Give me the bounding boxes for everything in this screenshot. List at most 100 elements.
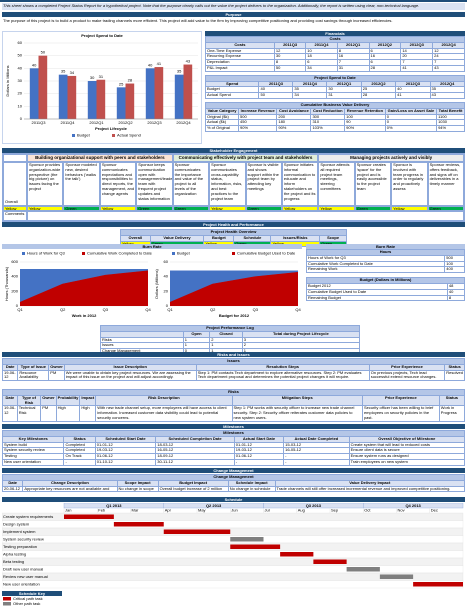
table-row: Remaining Budget 8	[306, 294, 466, 302]
month-label: Aug	[298, 508, 305, 513]
x-tick-label: Q3	[103, 307, 109, 312]
column-header: Probability	[55, 394, 81, 407]
bar	[67, 75, 77, 119]
column-header: Impact	[79, 394, 97, 407]
data-table: Budget (Dollars in Millions) Budget 2012 4…	[306, 277, 466, 302]
table-cell: -	[283, 459, 350, 466]
engagement-item: Sponsor keeps communication open with ma…	[136, 162, 173, 206]
schedule-gantt: Q1 2013 Q2 2013 Q3 2013 Q4 2013 Jan Feb Mar Apr…	[2, 503, 464, 606]
table-row: % of Original 90% 90% 103% 90% 0% 94%	[204, 125, 465, 132]
table-cell: 8	[446, 294, 466, 302]
section-title: Risks and Issues	[2, 352, 465, 357]
burn-tables: Burn Rate Hours Hours of Work for Q3 500 Cum…	[305, 244, 466, 302]
purpose-text: The purpose of this project is to build …	[3, 18, 393, 23]
engagement-status: Green	[427, 206, 464, 211]
change-management: Change Management Date Change Description S…	[1, 474, 466, 493]
table-row: New user orientation -01-10-12 30-11-12- - T…	[1, 459, 466, 466]
key-label: Critical path task	[13, 596, 43, 601]
table-cell: 30	[273, 53, 307, 61]
task-name: Draft new user manual	[3, 566, 43, 571]
month-label: Dec	[431, 508, 438, 513]
table-row: P&L Impact 50 34 31 28 41 43	[205, 65, 465, 72]
table-cell: On previous projects, Tech lead successf…	[368, 369, 446, 382]
y-tick-label: 40	[164, 274, 169, 279]
value-label: 41	[157, 61, 162, 66]
month-label: Feb	[98, 508, 106, 513]
data-table: Project Spend to Date Spend 2011Q3 2011Q4 20…	[204, 74, 466, 99]
value-label: 43	[186, 59, 191, 64]
y-tick-label: 50	[18, 53, 23, 58]
area-fill	[170, 272, 298, 306]
table-row: Testing On Track 01-06-12 18-09-12 01-06-12-…	[1, 453, 466, 460]
month-label: Oct	[364, 508, 371, 513]
value-label: 50	[41, 50, 46, 55]
engagement-status: Green	[354, 206, 392, 211]
comments-cell	[27, 211, 464, 221]
section-title: Schedule	[2, 497, 465, 502]
table-cell: High	[79, 405, 97, 422]
y-tick-label: 0	[16, 303, 19, 308]
engagement-item: Sponsor communicates the importance and …	[172, 162, 210, 206]
quarter-label: Q2 2013	[206, 503, 222, 508]
y-tick-label: 40	[18, 65, 23, 70]
engagement-item: Sponsor is involved with team progress i…	[391, 162, 428, 206]
burn-title: Burn Rate	[2, 244, 302, 249]
y-tick-label: 200	[11, 288, 18, 293]
y-tick-label: 60	[18, 40, 23, 45]
column-header: 2011Q4	[305, 41, 338, 49]
column-header: Risk Description	[95, 394, 233, 407]
legend-label: Actual Spend	[117, 133, 141, 138]
bar	[38, 55, 48, 119]
task-bar	[379, 574, 414, 579]
task-bar	[280, 552, 314, 557]
x-tick-label: Q1	[17, 307, 23, 312]
header-row: Date Type of Risk Owner Probability Impact Ri…	[2, 394, 466, 407]
table-cell: 28	[360, 92, 397, 99]
table-cell: Remaining Work	[305, 266, 446, 274]
engagement-status: Green	[136, 206, 173, 211]
value-label: 35	[177, 69, 182, 74]
table-cell: 18	[305, 53, 338, 61]
engagement-item: Sponsor creates 'space' for the project …	[354, 162, 392, 206]
quarter-label: Q3 2013	[306, 503, 322, 508]
table-row: One-Time Expense 12 10 8 6 14 12	[205, 47, 465, 55]
area-line	[169, 271, 299, 303]
table-cell: 50	[258, 92, 294, 99]
table-row: Issues 1 1 2	[100, 342, 361, 350]
engagement-item: Sponsor communicates cross-capability st…	[209, 162, 246, 206]
risks: Risks Date Type of Risk Owner Probability Imp…	[2, 389, 466, 422]
task-name: System security review	[3, 536, 44, 541]
engagement-status: Yellow	[99, 206, 137, 211]
month-label: Jul	[265, 508, 270, 513]
table-cell: Step 1: PM contacts Tech department to e…	[195, 369, 370, 382]
legend-swatch	[82, 252, 85, 255]
column-header: Schedule	[233, 234, 272, 242]
task-bar	[64, 514, 114, 519]
column-header: Date	[2, 394, 18, 407]
financials: Financials Costs Costs 2011Q3 2011Q4 2012Q1 20…	[204, 31, 466, 132]
engagement-item: Sponsor attends all required project tea…	[318, 162, 355, 206]
table-cell: 12	[273, 47, 307, 55]
table-cell: 0%	[384, 125, 438, 132]
task-name: Review new user manual	[3, 574, 48, 579]
y-tick-label: 30	[18, 78, 23, 83]
bar	[154, 67, 164, 119]
data-table: Risks Date Type of Risk Owner Probability Imp…	[2, 389, 466, 422]
table-cell: PM	[40, 405, 57, 422]
table-row: Depreciation 8 6 7 6 7 7	[205, 59, 465, 66]
section-title: Purpose	[2, 12, 465, 17]
month-label: Apr	[165, 508, 172, 513]
y-tick-label: 60	[164, 259, 169, 264]
performance-log: Project Performance Log Open Closed Total d…	[100, 325, 361, 355]
month-label: Nov	[398, 508, 405, 513]
y-tick-label: 400	[11, 274, 18, 279]
top-rule	[0, 0, 467, 2]
legend-label: Cumulative Work Completed to Date	[87, 251, 152, 256]
column-header: Gain/Loss on Asset Sale	[384, 107, 438, 115]
issues: Issues Date Type of Issue Owner Issue Descri…	[1, 358, 465, 382]
bar	[145, 68, 155, 119]
legend-swatch	[232, 252, 235, 255]
data-table: Hours Hours of Work for Q3 500 Cumulative W…	[305, 249, 465, 274]
note: This sheet shows a completed Project Sta…	[2, 3, 465, 10]
table-cell: Actual Spend	[204, 92, 260, 99]
